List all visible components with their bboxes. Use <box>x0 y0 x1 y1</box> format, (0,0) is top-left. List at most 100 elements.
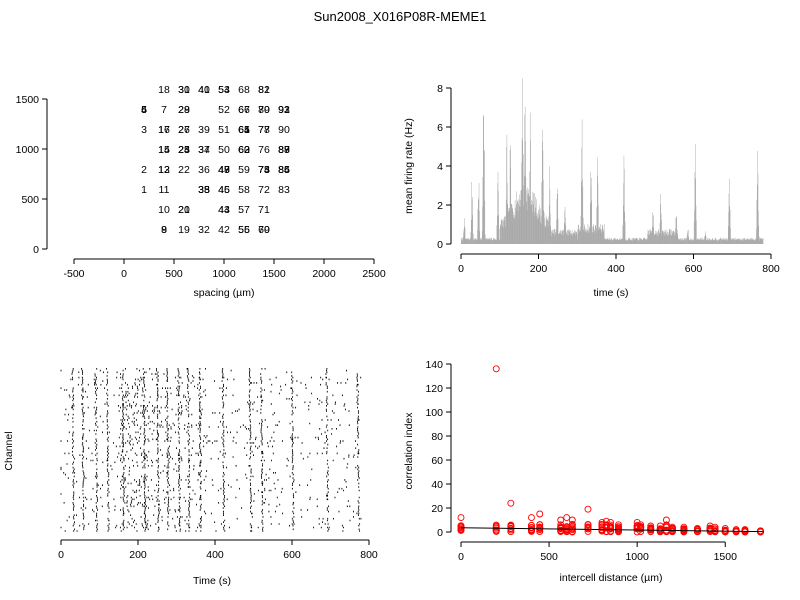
spike-raster-channel-row <box>63 472 359 474</box>
spike-raster-spikes <box>60 368 362 532</box>
electrode-label: 3 <box>141 124 147 136</box>
electrode-label: 54 <box>218 84 230 96</box>
spike-raster-channel-row <box>72 503 294 506</box>
electrode-label: 6 <box>141 104 147 116</box>
electrode-label: 89 <box>278 144 290 156</box>
electrode-label: 33 <box>198 184 210 196</box>
spike-raster-channel-row <box>74 528 360 531</box>
spike-raster-channel-row <box>71 405 345 407</box>
correlation-axes: 0 500 1000 1500 0 20 40 60 80 100 120 140 <box>425 359 737 563</box>
correlation-point <box>528 514 535 522</box>
correlation-point <box>584 527 592 535</box>
correlation-point <box>507 499 515 507</box>
spike-raster-channel-row <box>90 459 334 462</box>
spike-raster-channel-row <box>60 493 328 495</box>
firing-rate-x-tick-label: 0 <box>458 263 464 275</box>
correlation-point <box>693 528 701 535</box>
spike-raster-channel-row <box>60 440 357 442</box>
electrode-layout-x-tick-label: 0 <box>121 268 127 280</box>
spike-raster-channel-row <box>88 429 359 432</box>
correlation-point <box>457 523 465 530</box>
spike-raster-y-axis-label: Channel <box>3 431 15 470</box>
spike-raster-channel-row <box>72 426 359 428</box>
electrode-label: 71 <box>258 204 270 216</box>
correlation-y-tick-label: 20 <box>431 503 443 515</box>
electrode-label: 42 <box>218 224 230 236</box>
electrode-layout-x-tick-label: 1500 <box>262 268 286 280</box>
electrode-label: 7 <box>161 104 167 116</box>
spike-raster-channel-row <box>82 512 360 515</box>
spike-raster-channel-row <box>72 420 358 423</box>
correlation-point <box>492 526 500 534</box>
spike-raster-channel-row <box>131 385 358 388</box>
electrode-label: 34 <box>198 144 210 156</box>
electrode-label: 20 <box>178 204 190 216</box>
electrode-label: 36 <box>198 164 210 176</box>
spike-raster-channel-row <box>70 378 358 381</box>
spike-raster-channel-row <box>73 482 360 485</box>
correlation-point <box>637 525 645 533</box>
electrode-label: 18 <box>158 84 170 96</box>
spike-raster-channel-row <box>95 422 359 425</box>
electrode-label: 92 <box>278 104 290 116</box>
spike-raster-channel-row <box>95 392 313 395</box>
spike-raster-x-tick-label: 400 <box>206 549 224 561</box>
firing-rate-y-tick-label: 0 <box>437 239 443 251</box>
spike-raster-channel-row <box>72 417 359 419</box>
spike-raster-channel-row <box>82 489 360 492</box>
electrode-label: 87 <box>278 144 290 156</box>
correlation-point <box>536 523 544 531</box>
electrode-label: 93 <box>278 104 290 116</box>
electrode-label: 28 <box>178 104 190 116</box>
electrode-layout-x-axis-label: spacing (µm) <box>194 287 255 299</box>
spike-raster-channel-row <box>74 521 323 523</box>
spike-raster-channel-row <box>83 500 359 502</box>
spike-raster-channel-row <box>72 368 328 370</box>
electrode-label: 37 <box>198 144 210 156</box>
electrode-label: 23 <box>178 144 190 156</box>
spike-raster-channel-row <box>71 371 328 374</box>
correlation-x-tick-label: 500 <box>540 551 558 563</box>
electrode-label: 55 <box>238 224 250 236</box>
electrode-label: 10 <box>158 204 170 216</box>
spike-raster-channel-row <box>68 431 359 434</box>
spike-raster-channel-row <box>82 412 359 414</box>
spike-raster-channel-row <box>82 415 359 418</box>
spike-raster-channel-row <box>73 517 362 520</box>
correlation-point <box>568 520 576 528</box>
correlation-fit-line <box>460 527 765 533</box>
spike-raster-channel-row <box>72 447 357 449</box>
correlation-point <box>557 516 565 524</box>
spike-raster-channel-row <box>73 523 361 525</box>
spike-raster-channel-row <box>65 408 346 411</box>
spike-raster-channel-row <box>82 465 359 467</box>
correlation-point <box>615 528 622 536</box>
firing-rate-x-tick-label: 800 <box>762 263 780 275</box>
spike-raster-x-tick-label: 200 <box>129 549 147 561</box>
correlation-point <box>711 525 719 533</box>
spike-raster-channel-row <box>73 398 359 400</box>
electrode-label: 69 <box>258 224 270 236</box>
correlation-point <box>563 514 571 522</box>
electrode-label: 47 <box>218 164 230 176</box>
correlation-y-tick-label: 40 <box>431 479 443 491</box>
electrode-label: 50 <box>218 144 230 156</box>
electrode-label: 38 <box>198 184 210 196</box>
electrode-layout-y-tick-label: 0 <box>33 244 39 256</box>
electrode-label: 45 <box>218 184 230 196</box>
spike-raster-axes: 0 200 400 600 800 <box>58 539 378 561</box>
electrode-layout-y-tick-label: 1500 <box>16 94 40 106</box>
spike-raster-channel-row <box>73 514 359 516</box>
spike-raster-channel-row <box>72 524 360 527</box>
correlation-point <box>507 522 515 530</box>
correlation-point <box>656 525 664 533</box>
spike-raster-channel-row <box>94 401 358 404</box>
electrode-label: 9 <box>161 224 167 236</box>
electrode-label: 16 <box>158 124 170 136</box>
electrode-label: 51 <box>218 124 230 136</box>
electrode-layout-y-tick-label: 500 <box>21 194 39 206</box>
spike-raster-channel-row <box>73 495 328 497</box>
